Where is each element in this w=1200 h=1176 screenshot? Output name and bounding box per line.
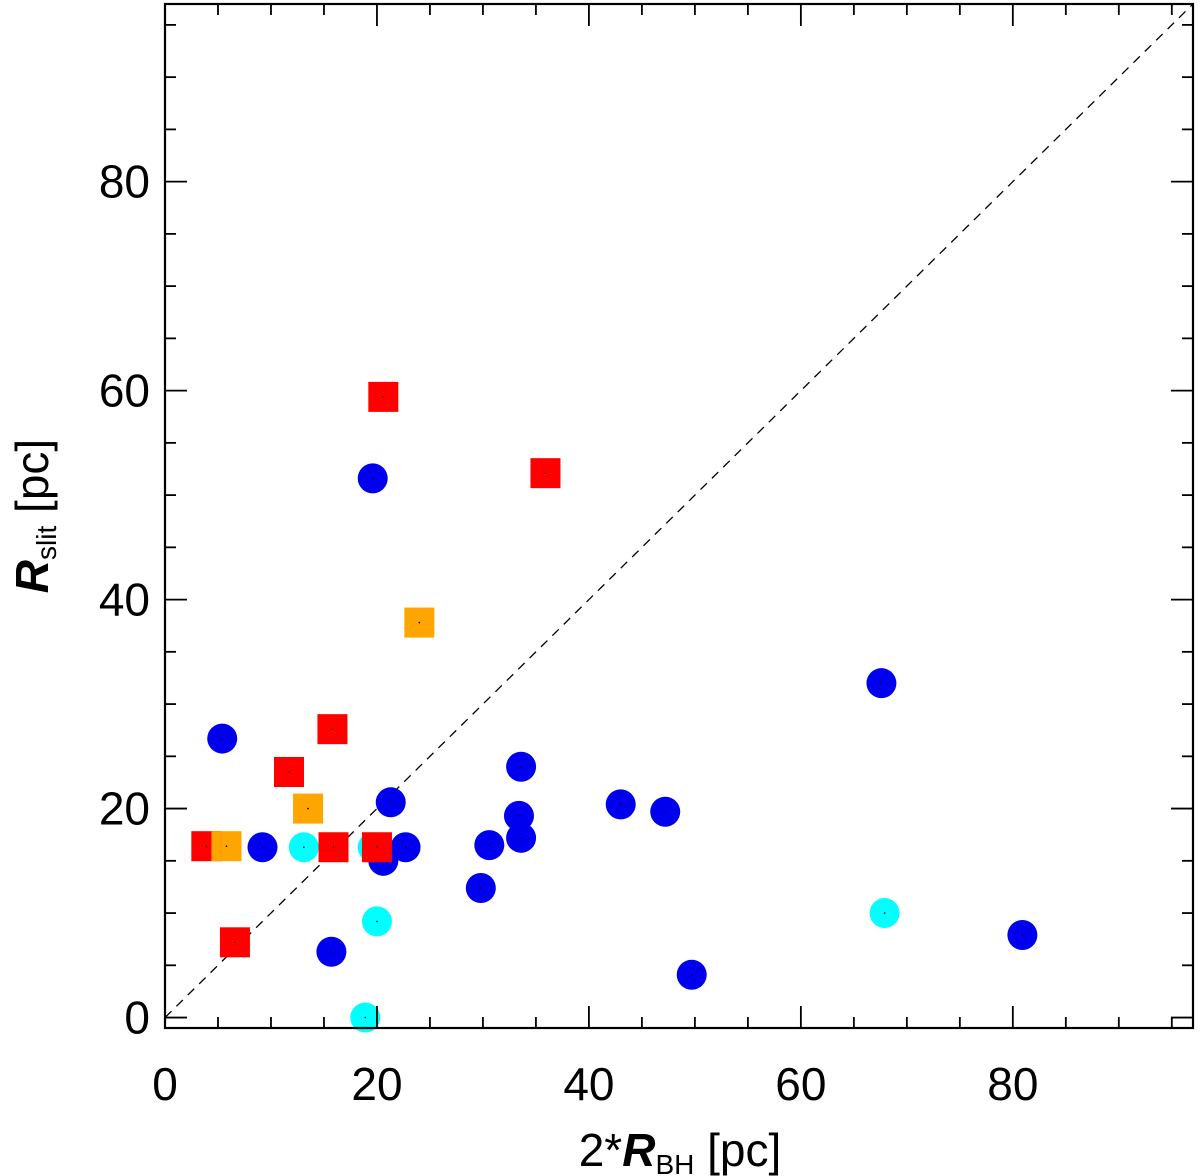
x-axis-title: 2*RBH [pc] (579, 1124, 782, 1176)
data-point-center-dot (376, 846, 378, 849)
data-point-center-dot (234, 941, 236, 944)
y-axis-title-subscript: slit (31, 526, 62, 560)
data-point-center-dot (288, 771, 290, 773)
ticks-layer (164, 4, 1193, 1028)
y-tick-label: 0 (124, 992, 150, 1044)
data-point-center-dot (690, 973, 693, 976)
x-tick-label: 20 (351, 1058, 402, 1110)
reference-line-layer (164, 3, 1194, 1019)
data-point-center-dot (520, 765, 522, 768)
plot-frame (163, 2, 1195, 1030)
x-axis-title-suffix: [pc] (694, 1124, 781, 1176)
data-point-center-dot (205, 845, 208, 847)
x-axis-title-prefix: 2* (579, 1124, 623, 1176)
data-point-center-dot (330, 950, 333, 953)
y-axis-title-symbol: R (6, 560, 58, 593)
data-point-center-dot (404, 846, 407, 849)
markers-layer (191, 381, 1038, 1033)
data-point-center-dot (261, 846, 264, 849)
one-to-one-reference-line (164, 3, 1194, 1019)
tick-labels-layer: 0 20 40 60 80 0 20 40 60 80 (99, 156, 1039, 1110)
data-point-center-dot (364, 1016, 367, 1019)
data-point-center-dot (382, 396, 385, 398)
data-point-center-dot (376, 920, 378, 923)
data-point-center-dot (619, 803, 622, 806)
data-point-center-dot (331, 728, 334, 730)
data-point-center-dot (664, 810, 667, 813)
data-point-center-dot (1021, 934, 1024, 936)
x-tick-label: 60 (775, 1058, 826, 1110)
y-tick-label: 80 (99, 156, 150, 208)
y-tick-label: 20 (99, 783, 150, 835)
y-axis-title-suffix: [pc] (6, 439, 58, 526)
x-tick-label: 0 (152, 1058, 178, 1110)
data-point-center-dot (880, 682, 883, 684)
data-point-center-dot (221, 737, 224, 740)
y-tick-label: 60 (99, 365, 150, 417)
data-point-center-dot (307, 807, 309, 810)
data-point-center-dot (332, 846, 335, 849)
data-point-center-dot (225, 845, 228, 847)
data-point-center-dot (480, 887, 482, 889)
data-point-center-dot (418, 621, 421, 624)
y-tick-label: 40 (99, 574, 150, 626)
data-point-center-dot (520, 837, 522, 839)
x-tick-label: 40 (563, 1058, 614, 1110)
data-point-center-dot (883, 912, 886, 914)
data-point-center-dot (488, 844, 491, 846)
data-point-center-dot (371, 477, 374, 480)
data-point-center-dot (518, 815, 520, 817)
y-axis-title: Rslit [pc] (6, 439, 62, 593)
x-axis-title-symbol: R (622, 1124, 655, 1176)
data-point-center-dot (389, 801, 392, 804)
data-point-center-dot (303, 846, 305, 849)
data-point-center-dot (544, 472, 547, 474)
x-axis-title-subscript: BH (655, 1149, 694, 1176)
axes-frame-layer (163, 2, 1195, 1030)
x-tick-label: 80 (987, 1058, 1038, 1110)
